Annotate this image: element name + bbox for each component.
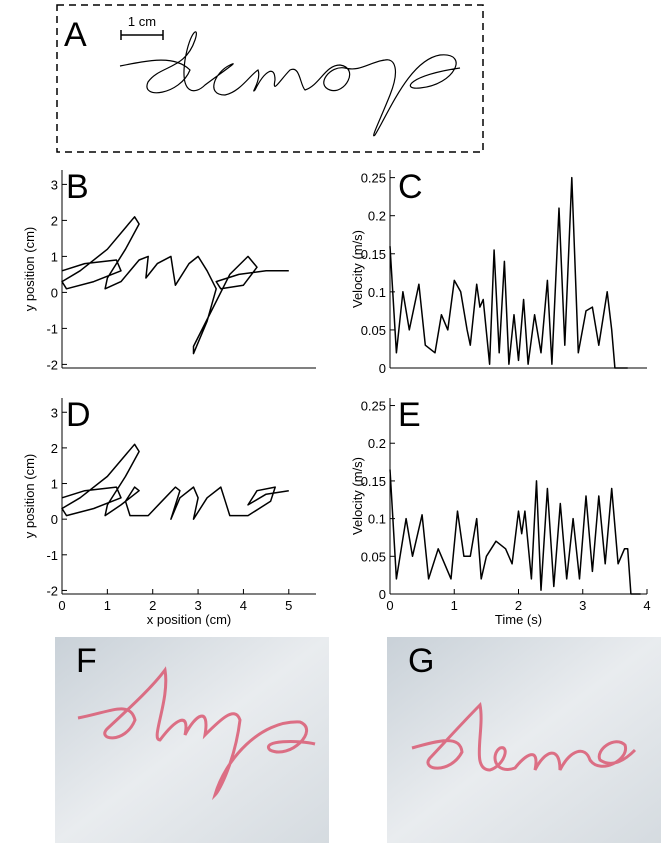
data-line [61,443,289,520]
y-tick-label: 0 [51,285,58,300]
panel-label: G [408,642,434,680]
y-tick-label: 2 [51,441,58,456]
y-tick-label: -1 [46,548,58,563]
panel-label: D [66,396,91,434]
x-tick-label: 1 [104,598,111,613]
x-axis-label: Time (s) [495,612,542,627]
panel-label: E [398,396,421,434]
x-tick-label: 2 [515,598,522,613]
y-tick-label: 0.1 [368,512,386,527]
x-tick-label: 0 [386,598,393,613]
y-tick-label: -1 [46,321,58,336]
panel-label: B [66,168,89,206]
y-tick-label: 0.25 [361,171,386,186]
y-tick-label: 2 [51,213,58,228]
y-tick-label: 0 [51,512,58,527]
y-tick-label: 0.25 [361,399,386,414]
photo-g [387,637,661,843]
y-axis-label: y position (cm) [22,227,37,312]
y-axis-label: Velocity (m/s) [350,457,365,535]
y-tick-label: 0.15 [361,474,386,489]
data-line [389,469,641,595]
y-tick-label: 0.15 [361,247,386,262]
y-tick-label: 3 [51,177,58,192]
panel-a-frame [56,4,484,153]
x-tick-label: 5 [285,598,292,613]
y-axis-label: y position (cm) [22,454,37,539]
y-tick-label: 1 [51,249,58,264]
x-tick-label: 4 [643,598,650,613]
y-tick-label: 0.2 [368,209,386,224]
scale-bar-label: 1 cm [128,14,156,29]
y-tick-label: 3 [51,405,58,420]
y-tick-label: 0.1 [368,285,386,300]
panel-label: A [64,16,87,54]
x-tick-label: 3 [194,598,201,613]
x-tick-label: 3 [579,598,586,613]
y-tick-label: 0 [379,587,386,602]
x-tick-label: 2 [149,598,156,613]
y-axis-label: Velocity (m/s) [350,230,365,308]
y-tick-label: -2 [46,357,58,372]
y-tick-label: 0 [379,361,386,376]
x-axis-label: x position (cm) [147,612,232,627]
x-tick-label: 0 [58,598,65,613]
y-tick-label: -2 [46,583,58,598]
x-tick-label: 4 [240,598,247,613]
data-line [389,176,628,369]
y-tick-label: 0.05 [361,549,386,564]
photo-f [55,637,329,843]
panel-label: C [398,168,423,206]
data-line [61,216,289,355]
x-tick-label: 1 [451,598,458,613]
ink-demo [411,701,637,772]
y-tick-label: 1 [51,477,58,492]
ink-dmp [77,666,316,797]
y-tick-label: 0.05 [361,323,386,338]
y-tick-label: 0.2 [368,436,386,451]
handwriting-demop [119,31,461,137]
panel-label: F [76,642,97,680]
